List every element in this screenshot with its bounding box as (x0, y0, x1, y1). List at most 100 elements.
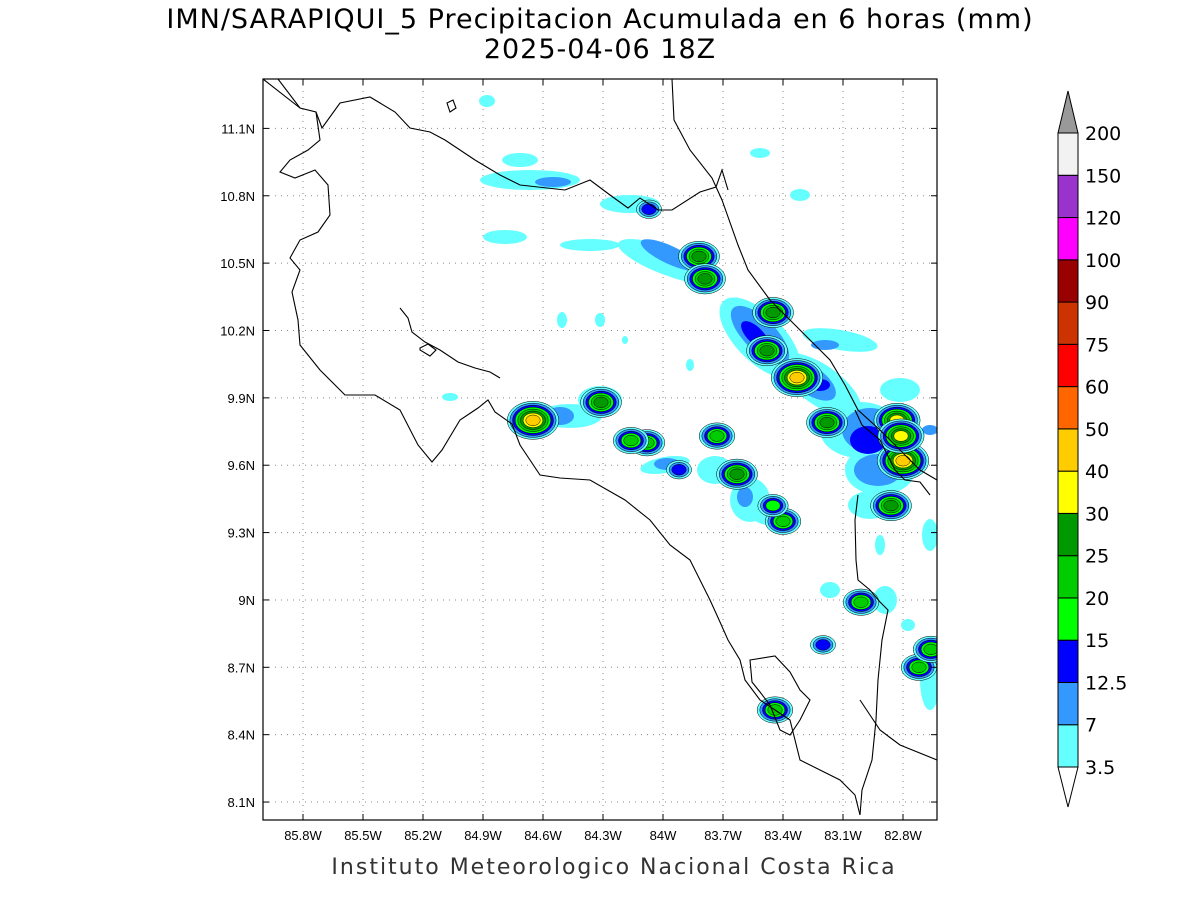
border-nicaragua (277, 79, 729, 211)
lon-tick-label: 85.8W (284, 828, 322, 843)
rain-cell (698, 422, 736, 450)
rain-cell (912, 635, 937, 663)
rain-cell (757, 494, 789, 518)
rain-area (790, 189, 810, 201)
caribbean-coastline (671, 79, 937, 481)
lat-tick-label: 8.1N (228, 795, 255, 810)
lat-tick-label: 10.5N (220, 256, 255, 271)
rain-contour (691, 250, 707, 262)
rain-area (595, 313, 605, 327)
rain-cell (870, 490, 912, 522)
colorbar-segment (1057, 555, 1079, 599)
rain-contour (819, 416, 835, 429)
colorbar-segment (1057, 428, 1079, 472)
rain-contour (729, 468, 745, 480)
colorbar-label: 12.5 (1085, 672, 1127, 694)
map-title: IMN/SARAPIQUI_5 Precipitacion Acumulada … (166, 4, 1034, 35)
map-subtitle-date: 2025-04-06 18Z (483, 34, 717, 65)
colorbar-label: 100 (1085, 250, 1121, 272)
colorbar-label: 20 (1085, 588, 1109, 610)
lat-tick-label: 9.6N (228, 458, 255, 473)
colorbar-segment (1057, 343, 1079, 388)
golfo-dulce-coast (749, 655, 811, 736)
colorbar-label: 120 (1085, 208, 1121, 230)
rain-cell (746, 335, 788, 367)
colorbar-label: 40 (1085, 461, 1109, 483)
rain-contour (641, 203, 657, 215)
rain-contour (895, 455, 911, 467)
rain-cells (506, 199, 937, 724)
colorbar-segment (1057, 386, 1079, 430)
lon-tick-label: 85.5W (344, 828, 382, 843)
precipitation-colorbar: 3.5 7 12.5 15 20 25 30 40 50 60 75 90 100 120 150 200 (1057, 90, 1127, 808)
map-frame (262, 78, 938, 821)
map-background (263, 79, 937, 820)
rain-area (737, 487, 753, 507)
colorbar-label: 60 (1085, 377, 1109, 399)
lake-outline (446, 99, 457, 113)
colorbar-label: 7 (1085, 715, 1097, 737)
colorbar-segment (1057, 639, 1079, 683)
colorbar-label: 75 (1085, 334, 1109, 356)
rain-contour (923, 643, 937, 655)
rain-cell (876, 441, 930, 481)
rain-area (535, 177, 571, 187)
rain-area (802, 328, 878, 352)
rain-contour (883, 500, 899, 512)
lon-tick-label: 85.2W (404, 828, 442, 843)
rain-area (901, 619, 915, 631)
lat-tick-label: 11.1N (221, 121, 255, 136)
rain-contour (893, 430, 909, 442)
lat-tick-label: 9N (238, 593, 255, 608)
lat-tick-label: 9.3N (228, 526, 255, 541)
rain-contour (775, 515, 791, 527)
colorbar-segment (1057, 301, 1079, 345)
pacific-coastline (263, 79, 861, 816)
rain-cell (764, 507, 802, 535)
rain-area (922, 519, 937, 551)
colorbar-label: 25 (1085, 546, 1109, 568)
lat-lon-grid (263, 79, 937, 820)
colorbar-segment (1057, 132, 1079, 176)
lat-tick-label: 8.7N (228, 660, 255, 675)
colorbar-low-triangle (1057, 766, 1079, 808)
colorbar-label: 200 (1085, 123, 1121, 145)
lat-tick-label: 8.4N (228, 728, 255, 743)
rain-cell (716, 458, 758, 490)
rain-contour (525, 414, 541, 426)
rain-area (560, 239, 620, 251)
rain-area (873, 586, 897, 614)
rain-cell (842, 588, 880, 616)
lon-tick-label: 83.4W (764, 828, 802, 843)
rain-area (686, 359, 694, 371)
rain-cell (810, 635, 836, 655)
rain-cell (684, 263, 726, 295)
rain-area (875, 535, 885, 555)
rain-area (442, 393, 458, 401)
lon-tick-label: 84W (650, 828, 677, 843)
lat-tick-label: 9.9N (228, 391, 255, 406)
lon-tick-label: 82.8W (884, 828, 922, 843)
colorbar-label: 15 (1085, 630, 1109, 652)
colorbar-segment (1057, 597, 1079, 641)
rain-area (820, 582, 840, 598)
map-axes: 85.8W 85.5W 85.2W 84.9W 84.6W 84.3W 84W 83.7W 83… (220, 79, 937, 843)
footer-credit: Instituto Meteorologico Nacional Costa R… (331, 855, 897, 880)
rain-area (622, 336, 628, 344)
colorbar-segment (1057, 174, 1079, 219)
precipitation-field (442, 95, 937, 724)
rain-contour (911, 661, 927, 673)
lon-tick-label: 83.7W (704, 828, 742, 843)
rain-contour (789, 372, 805, 384)
colorbar-segment (1057, 470, 1079, 514)
rain-contour (593, 396, 609, 408)
border-panama (854, 409, 931, 816)
rain-area (502, 153, 538, 167)
rain-cell (770, 358, 824, 397)
colorbar-segment (1057, 512, 1079, 557)
colorbar-label: 150 (1085, 165, 1121, 187)
nicoya-gulf-coast (399, 307, 501, 379)
rain-contour (765, 306, 781, 319)
lat-tick-label: 10.2N (220, 323, 255, 338)
colorbar-segment (1057, 217, 1079, 261)
